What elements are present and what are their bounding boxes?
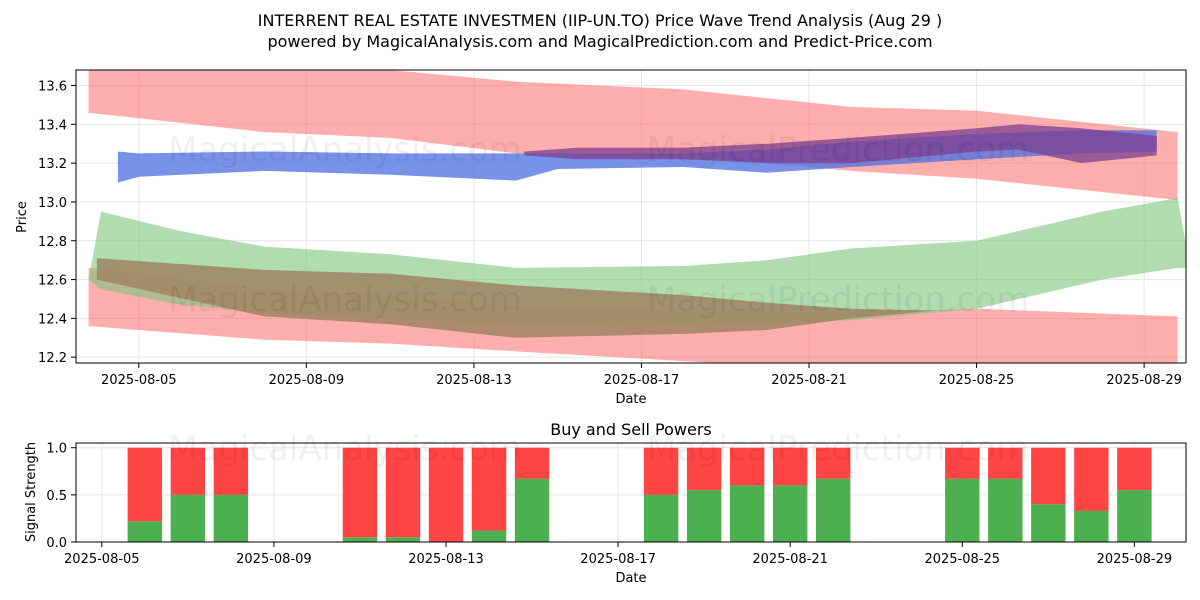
- sell-bar: [945, 447, 980, 479]
- watermark-mid-right: MagicalPrediction.com: [647, 280, 1030, 320]
- signal-x-tick-label: 2025-08-17: [580, 552, 656, 567]
- price-bands: [88, 70, 1186, 363]
- chart-title-line2: powered by MagicalAnalysis.com and Magic…: [267, 32, 932, 51]
- signal-x-tick-label: 2025-08-09: [236, 552, 312, 567]
- sell-bar: [342, 447, 378, 538]
- price-x-tick-label: 2025-08-09: [269, 373, 345, 388]
- signal-y-axis-label: Signal Strength: [24, 442, 39, 542]
- watermark-mid-left: MagicalAnalysis.com: [168, 280, 522, 320]
- buy-bar: [471, 530, 507, 542]
- sell-bar: [816, 447, 851, 479]
- price-x-tick-label: 2025-08-21: [771, 373, 847, 388]
- price-y-tick-label: 12.4: [38, 312, 67, 327]
- signal-x-ticks: 2025-08-05 2025-08-09 2025-08-13 2025-08-17…: [64, 542, 1172, 567]
- sell-bar: [127, 447, 163, 522]
- price-y-ticks: 12.2 12.4 12.6 12.8 13.0 13.2 13.4 13.6: [38, 80, 76, 366]
- buy-bar: [945, 478, 980, 542]
- watermark-bottom-right: MagicalPrediction.com: [647, 429, 1030, 469]
- sell-bar: [471, 447, 507, 531]
- buy-bar: [170, 494, 206, 542]
- sell-bar: [1117, 447, 1152, 491]
- buy-bar: [643, 494, 679, 542]
- signal-x-tick-label: 2025-08-29: [1097, 552, 1173, 567]
- watermark-top-left: MagicalAnalysis.com: [168, 130, 522, 170]
- sell-bar: [988, 447, 1023, 479]
- sell-bar: [213, 447, 249, 495]
- signal-x-tick-label: 2025-08-05: [64, 552, 140, 567]
- buy-bar: [988, 478, 1023, 542]
- sell-bar: [686, 447, 722, 491]
- price-y-tick-label: 13.2: [38, 157, 67, 172]
- price-x-tick-label: 2025-08-13: [436, 373, 512, 388]
- buy-bar: [514, 478, 550, 542]
- sell-bar: [428, 447, 464, 542]
- price-x-tick-label: 2025-08-29: [1106, 373, 1182, 388]
- sell-bar: [514, 447, 550, 479]
- price-band-purple: [524, 124, 1157, 164]
- price-y-tick-label: 13.4: [38, 118, 67, 133]
- price-x-ticks: 2025-08-05 2025-08-09 2025-08-13 2025-08-17…: [101, 363, 1182, 388]
- price-band-brown: [96, 258, 935, 338]
- price-y-tick-label: 13.6: [38, 80, 67, 95]
- buy-bar: [729, 485, 765, 542]
- price-x-tick-label: 2025-08-05: [101, 373, 177, 388]
- sell-bar: [772, 447, 808, 486]
- signal-y-tick-label: 0.5: [46, 489, 67, 504]
- buy-bar: [342, 537, 378, 542]
- sell-bar: [729, 447, 765, 486]
- price-x-axis-label: Date: [615, 392, 646, 407]
- signal-y-tick-label: 1.0: [46, 442, 67, 457]
- signal-bars: [127, 447, 1152, 542]
- sell-bar: [170, 447, 206, 495]
- signal-x-tick-label: 2025-08-25: [924, 552, 1000, 567]
- signal-plot: Buy and Sell Powers MagicalAnalysis.com …: [24, 420, 1187, 586]
- price-y-tick-label: 12.8: [38, 235, 67, 250]
- signal-x-tick-label: 2025-08-21: [752, 552, 828, 567]
- signal-plot-title: Buy and Sell Powers: [550, 420, 712, 439]
- price-y-axis-label: Price: [15, 201, 30, 233]
- buy-bar: [772, 485, 808, 542]
- buy-bar: [686, 490, 722, 542]
- buy-bar: [816, 478, 851, 542]
- sell-bar: [1074, 447, 1109, 511]
- buy-bar: [1117, 490, 1152, 542]
- buy-bar: [385, 537, 421, 542]
- price-band-red-upper: [88, 70, 1178, 200]
- watermark-top-right: MagicalPrediction.com: [647, 130, 1030, 170]
- signal-y-ticks: 0.0 0.5 1.0: [46, 442, 76, 551]
- buy-bar: [127, 521, 163, 542]
- price-x-tick-label: 2025-08-17: [604, 373, 680, 388]
- signal-y-tick-label: 0.0: [46, 536, 67, 551]
- price-y-tick-label: 12.2: [38, 351, 67, 366]
- buy-bar: [213, 494, 249, 542]
- price-y-tick-label: 13.0: [38, 196, 67, 211]
- sell-bar: [385, 447, 421, 538]
- signal-x-axis-label: Date: [615, 571, 646, 586]
- sell-bar: [643, 447, 679, 495]
- buy-bar: [1031, 504, 1066, 542]
- price-y-tick-label: 12.6: [38, 274, 67, 289]
- signal-plot-frame: [75, 442, 1187, 543]
- buy-bar: [1074, 510, 1109, 542]
- price-plot-frame: [75, 69, 1187, 364]
- watermark-bottom-left: MagicalAnalysis.com: [168, 429, 522, 469]
- price-plot: MagicalAnalysis.com MagicalPrediction.co…: [15, 69, 1187, 407]
- chart-title-line1: INTERRENT REAL ESTATE INVESTMEN (IIP-UN.…: [258, 11, 943, 30]
- signal-x-tick-label: 2025-08-13: [408, 552, 484, 567]
- sell-bar: [1031, 447, 1066, 505]
- price-x-tick-label: 2025-08-25: [939, 373, 1015, 388]
